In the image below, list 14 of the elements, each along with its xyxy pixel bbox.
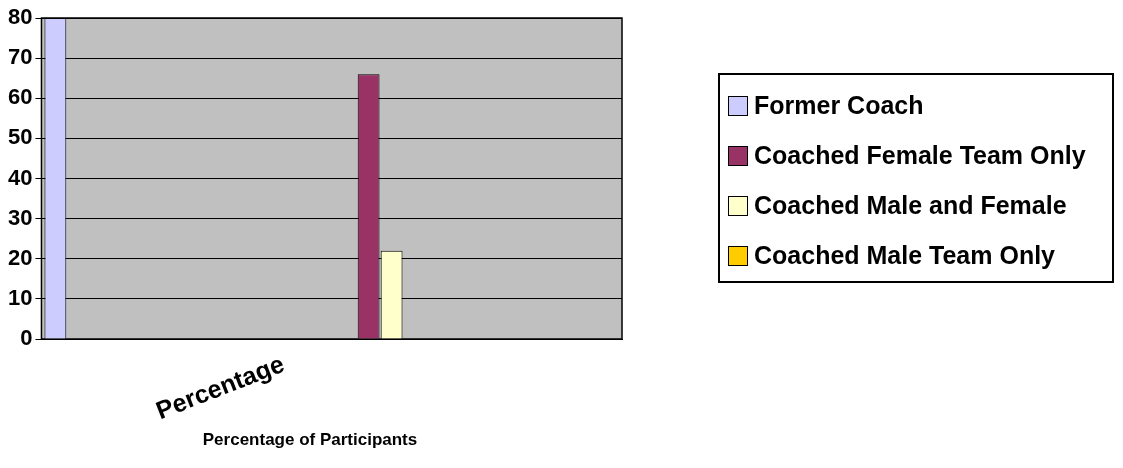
y-tick-label: 20 — [7, 244, 33, 270]
y-tick-label: 30 — [7, 204, 33, 230]
y-tick-label: 10 — [7, 285, 33, 311]
legend-label: Coached Male Team Only — [754, 240, 1056, 271]
legend-label: Coached Female Team Only — [754, 140, 1086, 171]
y-tick-label: 80 — [7, 4, 33, 30]
y-tick-label: 0 — [20, 325, 33, 351]
y-tick-label: 70 — [7, 44, 33, 70]
y-tick-label: 40 — [7, 164, 33, 190]
y-tick-label: 60 — [7, 84, 33, 110]
x-axis-title: Percentage of Participants — [201, 430, 419, 450]
legend-label: Coached Male and Female — [754, 190, 1067, 221]
y-tick-label: 50 — [7, 124, 33, 150]
legend-label: Former Coach — [754, 90, 924, 121]
